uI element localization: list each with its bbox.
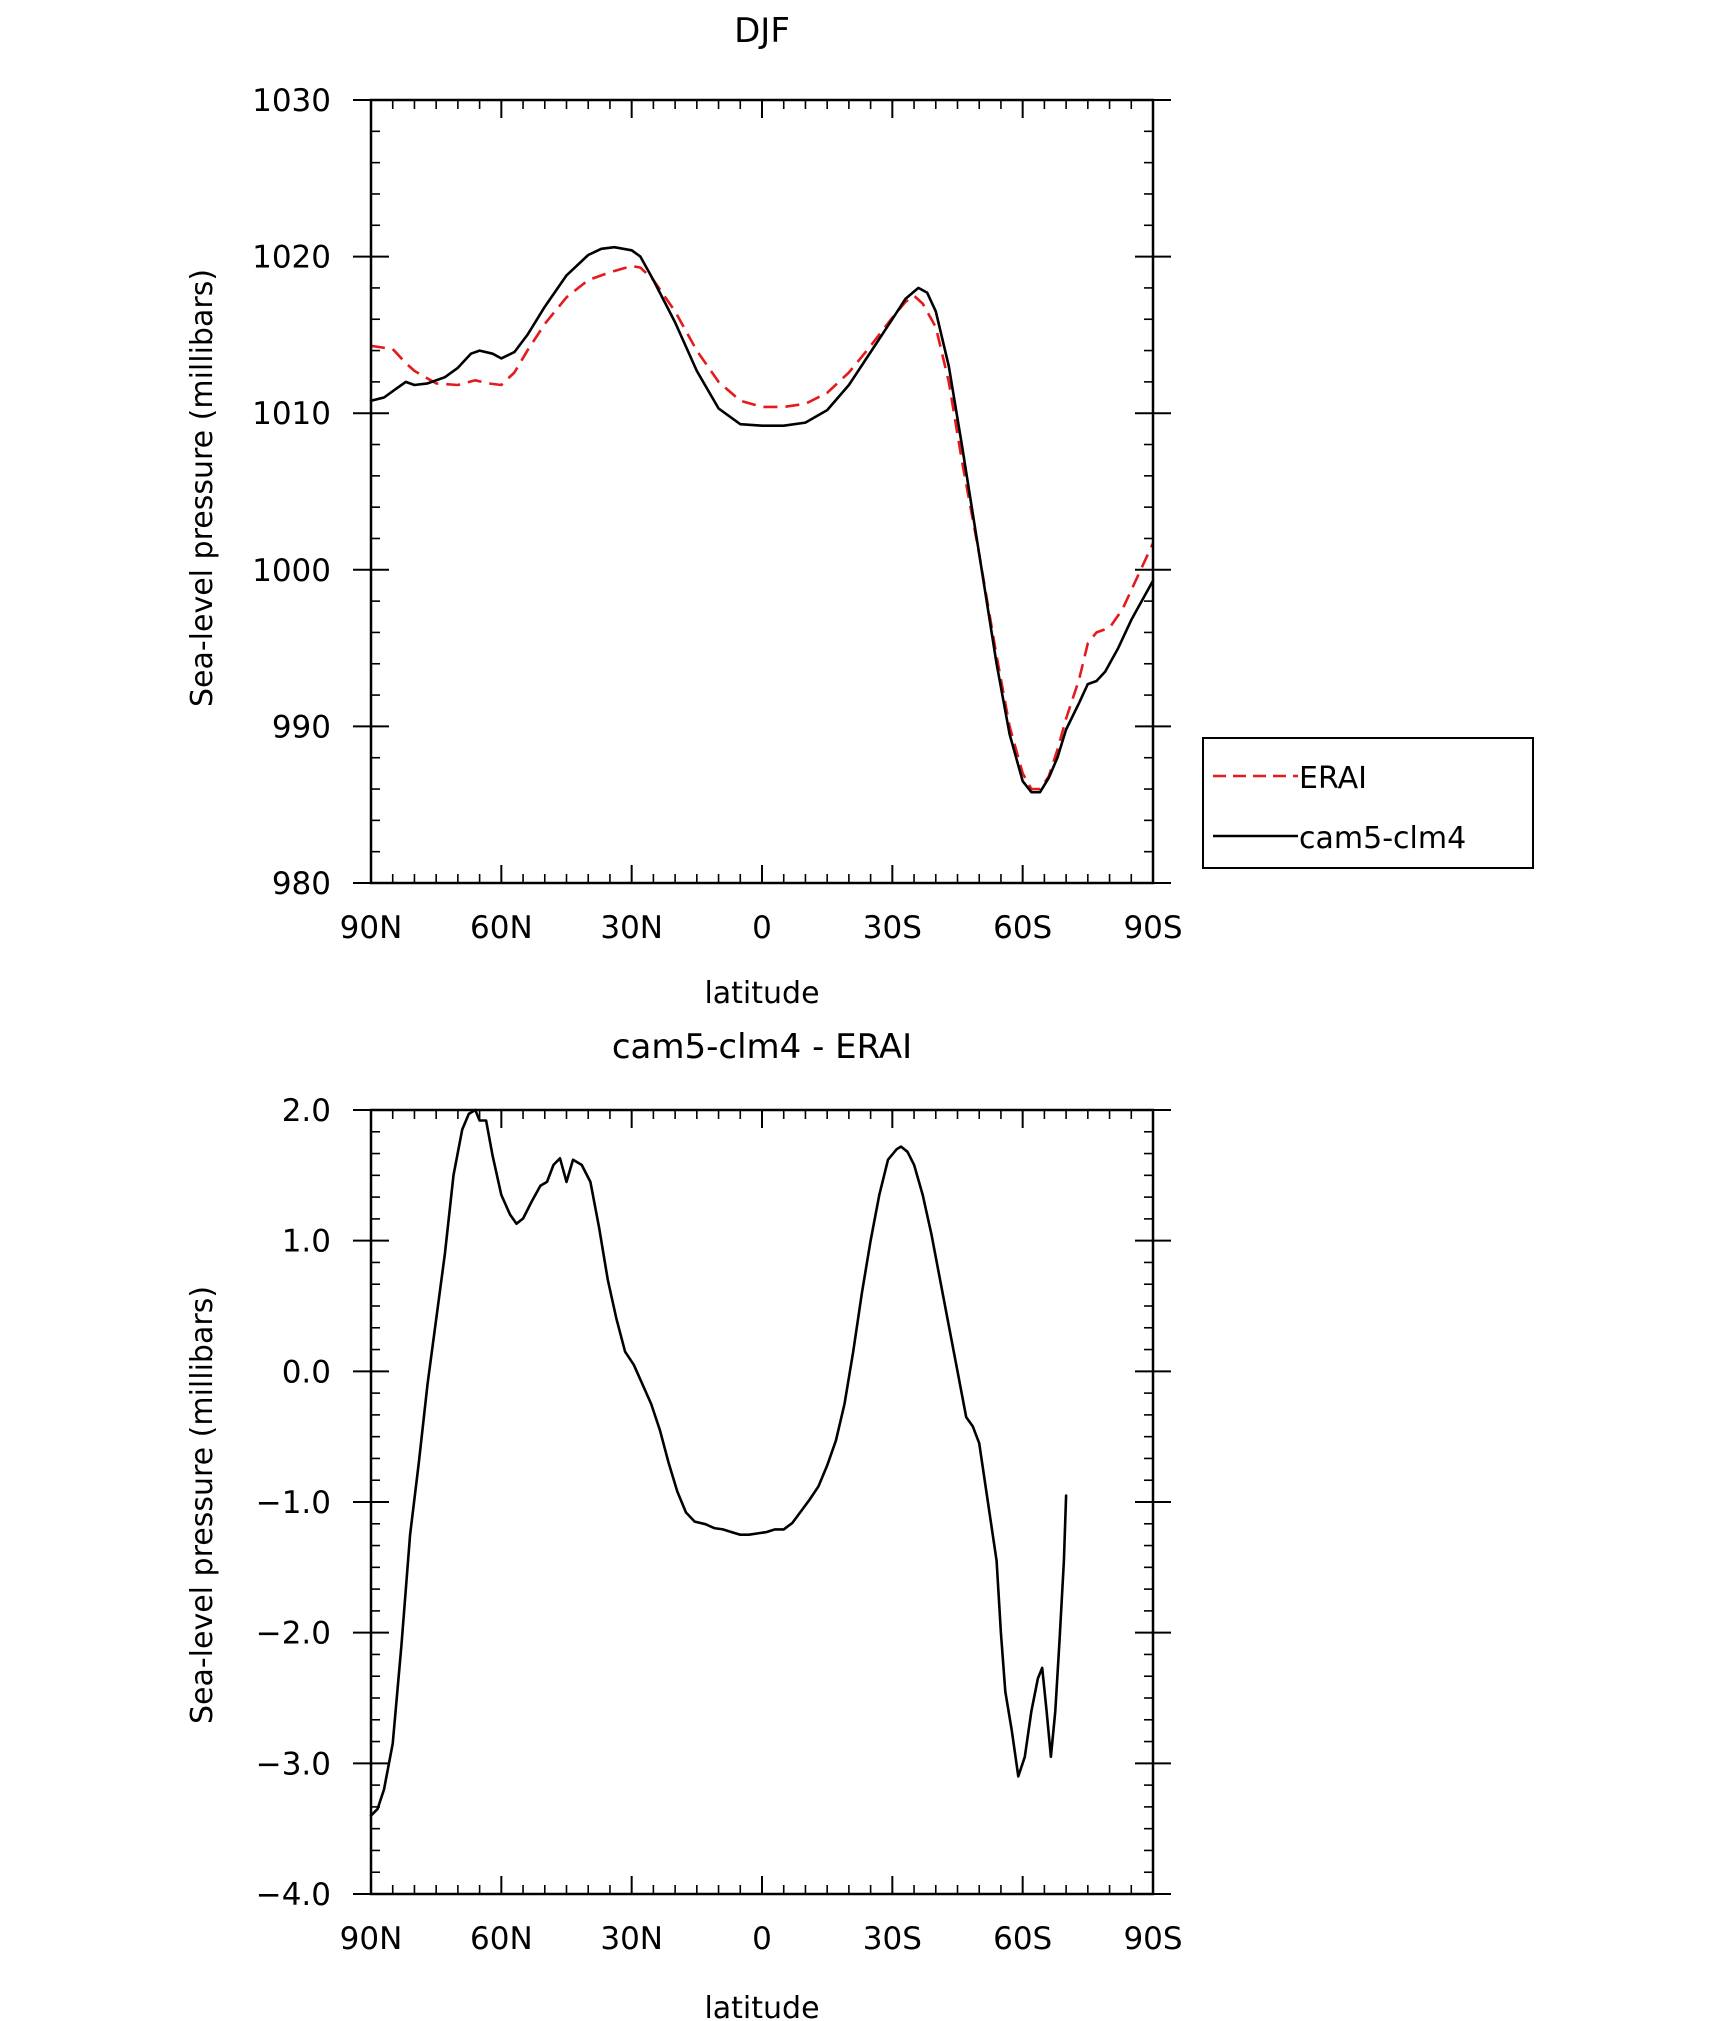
bottom-y-tick-label: 2.0 (282, 1093, 331, 1129)
top-x-tick-label: 60S (993, 910, 1052, 946)
bottom-series-line-0 (369, 1108, 1068, 1817)
bottom-plot-frame (369, 1108, 1155, 1896)
bottom-x-tick-label: 60S (993, 1921, 1052, 1957)
top-x-tick-label: 0 (752, 910, 772, 946)
bottom-chart-title: cam5-clm4 - ERAI (612, 1027, 912, 1067)
top-x-tick-label: 90S (1123, 910, 1182, 946)
bottom-tick-layer (353, 1109, 1171, 1895)
top-x-tick-label: 30N (600, 910, 663, 946)
bottom-y-tick-label: 1.0 (282, 1224, 331, 1260)
bottom-x-tick-label: 0 (752, 1921, 772, 1957)
top-y-tick-label: 980 (272, 866, 331, 902)
legend-label-cam5-clm4: cam5-clm4 (1299, 821, 1466, 856)
bottom-plot-area (353, 1108, 1171, 1896)
bottom-x-tick-label: 90S (1123, 1921, 1182, 1957)
bottom-y-axis-label: Sea-level pressure (millibars) (185, 1286, 220, 1724)
top-x-tick-labels: 90N 60N 30N 0 30S 60S 90S (340, 910, 1183, 946)
bottom-y-tick-label: −2.0 (256, 1616, 331, 1652)
bottom-x-axis-label: latitude (704, 1991, 819, 2021)
bottom-x-tick-labels: 90N 60N 30N 0 30S 60S 90S (340, 1921, 1183, 1957)
top-series-cam5-clm4 (369, 245, 1155, 794)
top-y-tick-label: 1010 (252, 396, 331, 432)
top-y-tick-label: 1020 (252, 240, 331, 276)
top-x-tick-label: 90N (340, 910, 403, 946)
bottom-y-tick-labels: −4.0 −3.0 −2.0 −1.0 0.0 1.0 2.0 (256, 1093, 331, 1913)
legend: ERAI cam5-clm4 (1202, 737, 1534, 869)
top-x-axis-label: latitude (704, 976, 819, 1011)
top-series-erai (370, 264, 1155, 791)
top-y-tick-label: 1030 (252, 83, 331, 119)
bottom-x-tick-label: 60N (470, 1921, 533, 1957)
top-chart-title: DJF (734, 11, 790, 51)
bottom-x-tick-label: 30S (863, 1921, 922, 1957)
bottom-series-layer (369, 1108, 1068, 1817)
top-x-tick-label: 30S (863, 910, 922, 946)
top-series-layer (369, 245, 1155, 794)
top-y-axis-label: Sea-level pressure (millibars) (185, 269, 220, 707)
bottom-y-tick-label: −4.0 (256, 1877, 331, 1913)
bottom-x-tick-label: 30N (600, 1921, 663, 1957)
legend-box (1202, 737, 1534, 869)
top-plot-area (353, 98, 1171, 885)
top-y-tick-label: 1000 (252, 553, 331, 589)
bottom-x-tick-label: 90N (340, 1921, 403, 1957)
legend-label-erai: ERAI (1299, 761, 1367, 796)
bottom-y-tick-label: −1.0 (256, 1485, 331, 1521)
top-plot-frame (369, 98, 1155, 885)
bottom-y-tick-label: −3.0 (256, 1746, 331, 1782)
top-y-tick-labels: 980 990 1000 1010 1020 1030 (252, 83, 331, 902)
top-tick-layer (353, 99, 1171, 884)
bottom-panel: cam5-clm4 - ERAI Sea-level pressure (mil… (185, 1027, 1183, 2021)
top-y-tick-label: 990 (272, 709, 331, 745)
top-x-tick-label: 60N (470, 910, 533, 946)
top-panel: DJF Sea-level pressure (millibars) latit… (185, 11, 1183, 1011)
bottom-y-tick-label: 0.0 (282, 1354, 331, 1390)
